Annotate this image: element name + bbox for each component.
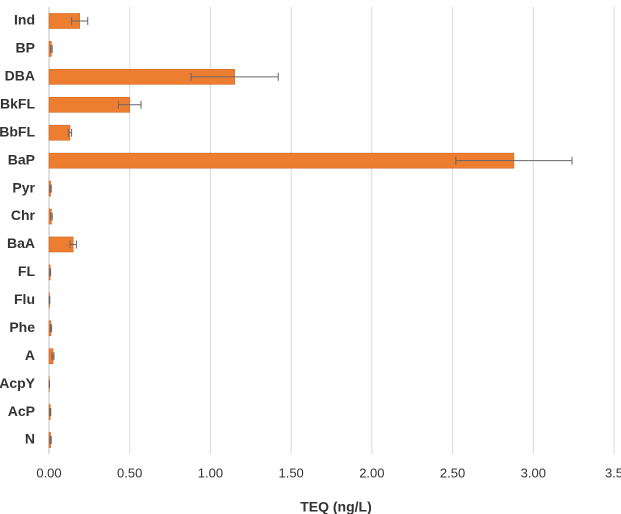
- x-tick-label: 3.5: [605, 465, 621, 480]
- error-bar: [455, 156, 573, 165]
- y-tick-label: Chr: [11, 207, 36, 223]
- y-tick-label: AcpY: [0, 375, 36, 391]
- y-tick-label: Phe: [9, 319, 35, 335]
- x-tick-label: 2.00: [359, 465, 384, 480]
- y-tick-label: BaP: [8, 151, 35, 167]
- y-tick-label: Pyr: [12, 179, 35, 195]
- x-tick-label: 2.50: [440, 465, 465, 480]
- y-tick-label: DBA: [5, 68, 35, 84]
- error-bar: [69, 240, 77, 249]
- x-tick-label: 0.50: [117, 465, 142, 480]
- error-bar: [49, 184, 52, 193]
- error-bar: [51, 352, 55, 361]
- y-tick-label: A: [25, 347, 35, 363]
- y-tick-label: Ind: [14, 12, 35, 28]
- error-bar: [190, 72, 279, 81]
- error-bar: [49, 324, 53, 333]
- error-bar: [50, 44, 53, 53]
- error-bar: [48, 296, 51, 305]
- error-bar: [117, 100, 142, 109]
- error-bar: [71, 16, 89, 25]
- y-tick-label: BP: [16, 40, 35, 56]
- bar: [48, 152, 515, 169]
- error-bar: [50, 212, 53, 221]
- y-tick-label: Flu: [14, 291, 35, 307]
- bar: [48, 124, 71, 141]
- y-tick-label: FL: [18, 263, 36, 279]
- x-axis-title: TEQ (ng/L): [300, 499, 372, 514]
- x-tick-label: 1.50: [278, 465, 303, 480]
- x-tick-label: 0.00: [36, 465, 61, 480]
- x-tick-label: 1.00: [198, 465, 223, 480]
- y-tick-label: BaA: [7, 235, 35, 251]
- y-tick-label: AcP: [8, 403, 35, 419]
- y-tick-label: N: [25, 431, 35, 447]
- x-tick-label: 3.00: [521, 465, 546, 480]
- y-tick-label: BbFL: [0, 123, 35, 139]
- bar: [48, 96, 130, 113]
- error-bar: [49, 436, 52, 445]
- error-bar: [49, 408, 52, 417]
- y-tick-label: BkFL: [0, 95, 35, 111]
- error-bar: [49, 268, 52, 277]
- error-bar: [67, 128, 73, 137]
